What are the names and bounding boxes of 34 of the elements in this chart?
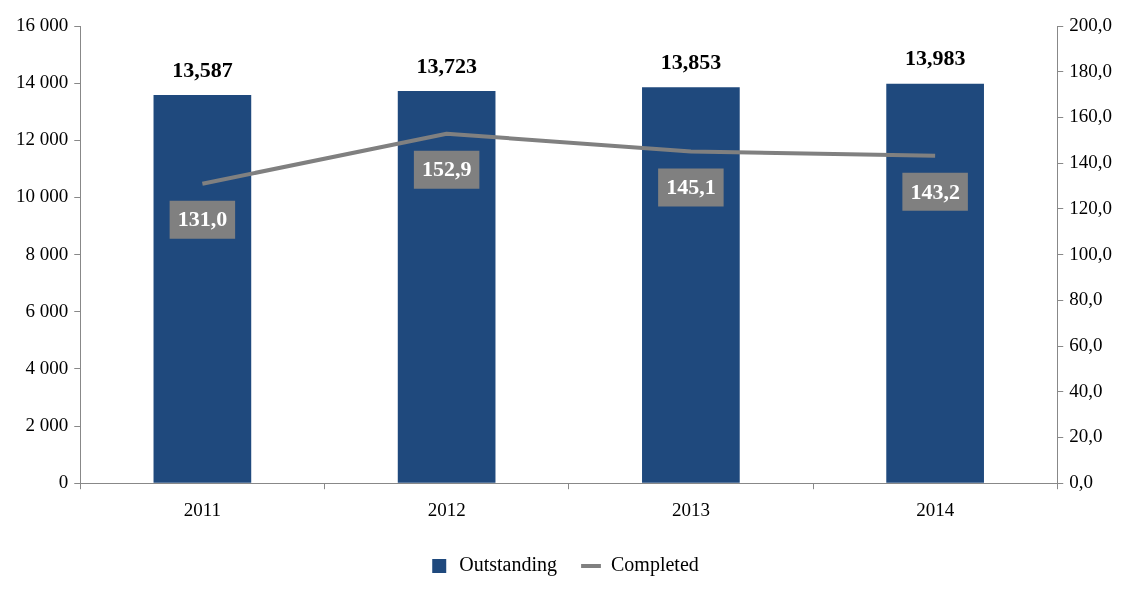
x-tick-label: 2013 [671,498,710,520]
data-label: 13,853 [660,49,722,75]
data-label: 13,983 [904,45,966,71]
y2-tick-label: 200,0 [1069,13,1112,35]
x-tick-label: 2011 [183,498,222,520]
data-label: 131,0 [177,206,228,232]
y-tick-label: 2 000 [25,414,69,436]
data-label: 143,2 [910,178,960,204]
y-tick-label: 16 000 [16,13,69,35]
x-tick-label: 2014 [916,498,955,520]
data-label: 145,1 [666,174,716,200]
y2-tick-label: 120,0 [1069,196,1112,218]
y-tick-label: 10 000 [16,185,69,207]
y2-tick-label: 160,0 [1069,105,1112,127]
y-tick-label: 14 000 [16,71,69,93]
y2-tick-label: 140,0 [1069,151,1112,173]
y-tick-label: 0 [58,471,69,493]
data-label: 152,9 [421,156,472,182]
y2-tick-label: 180,0 [1069,59,1112,81]
legend-label: Completed [611,553,699,577]
data-label: 13,587 [172,56,233,82]
y-tick-label: 4 000 [25,356,69,378]
y-tick-label: 8 000 [25,242,69,264]
legend-label: Outstanding [459,553,558,577]
y2-tick-label: 100,0 [1069,242,1112,264]
x-tick-label: 2012 [427,498,466,520]
y-tick-label: 6 000 [25,299,69,321]
y-tick-label: 12 000 [16,128,69,150]
y2-tick-label: 80,0 [1069,288,1103,310]
y2-tick-label: 60,0 [1069,334,1103,356]
data-label: 13,723 [416,52,477,78]
y2-tick-label: 0,0 [1069,471,1093,493]
y2-tick-label: 20,0 [1069,425,1103,447]
y2-tick-label: 40,0 [1069,379,1103,401]
